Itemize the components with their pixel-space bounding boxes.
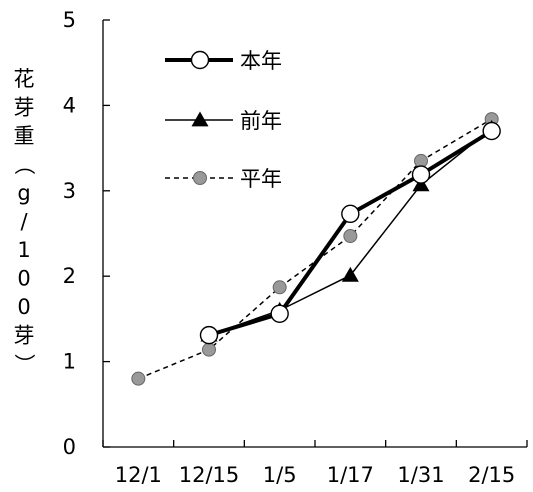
- y-tick-label: 1: [63, 350, 76, 374]
- y-label-char: 0: [17, 267, 30, 291]
- y-label-char: ）: [12, 354, 36, 375]
- legend-item: 平年: [165, 167, 282, 191]
- data-point: [272, 280, 287, 295]
- x-tick-label: 1/17: [327, 463, 374, 487]
- legend-label: 前年: [240, 109, 282, 133]
- y-tick-label: 4: [63, 93, 76, 117]
- data-point: [341, 266, 359, 282]
- y-label-char: 重: [14, 124, 35, 148]
- y-label-char: g: [17, 181, 30, 205]
- legend-label: 平年: [240, 167, 282, 191]
- data-point: [131, 371, 146, 386]
- legend-marker: [193, 171, 207, 185]
- legend-marker: [190, 50, 210, 70]
- legend-item: 本年: [165, 49, 282, 73]
- data-point: [411, 165, 431, 184]
- x-tick-label: 12/1: [115, 463, 162, 487]
- y-label-char: 芽: [14, 96, 35, 120]
- legend-label: 本年: [240, 49, 282, 73]
- series-0: [199, 121, 501, 345]
- data-point: [270, 304, 289, 323]
- axes: 0 1 2 3 4 5 12/1 12/15 1/5 1/17 1/31 2/15: [63, 8, 528, 487]
- y-label-char: 芽: [14, 324, 35, 348]
- legend-marker: [191, 111, 209, 127]
- y-tick-label: 0: [63, 435, 76, 459]
- y-tick-label: 5: [63, 8, 76, 32]
- data-point: [199, 325, 219, 345]
- data-point: [341, 204, 360, 224]
- series-2: [131, 112, 499, 386]
- y-tick-label: 3: [63, 179, 76, 203]
- series-layer: [131, 112, 501, 386]
- x-tick-label: 1/31: [397, 463, 444, 487]
- x-tick-label: 12/15: [179, 463, 240, 487]
- y-label-char: /: [20, 210, 28, 234]
- y-label-char: 0: [17, 295, 30, 319]
- y-tick-label: 2: [63, 264, 76, 288]
- legend-item: 前年: [165, 109, 282, 133]
- x-tick-label: 1/5: [263, 463, 297, 487]
- series-line: [138, 118, 493, 380]
- data-point: [202, 342, 216, 357]
- y-label-char: 花: [14, 67, 35, 91]
- x-tick-label: 2/15: [468, 463, 515, 487]
- y-label-char: （: [12, 154, 36, 175]
- data-point: [343, 229, 358, 244]
- data-point: [482, 121, 501, 141]
- y-label-char: 1: [17, 238, 30, 262]
